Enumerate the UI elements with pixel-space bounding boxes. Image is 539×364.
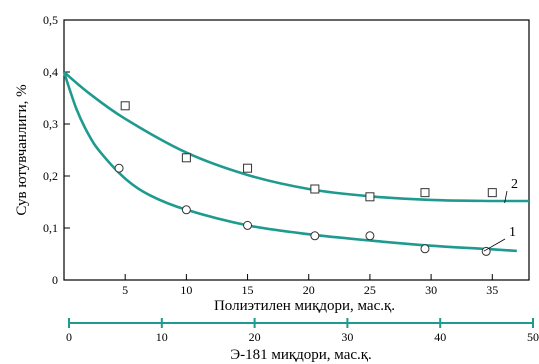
y-tick-label: 0,4 (43, 65, 58, 79)
plot-frame (63, 19, 530, 281)
x-tick-label: 10 (180, 283, 192, 297)
x2-tick-label: 20 (249, 330, 261, 344)
y-tick-label: 0,5 (43, 13, 58, 27)
series-1-label: 1 (509, 225, 516, 240)
series-2-point (181, 153, 191, 163)
series-1-point (243, 220, 253, 230)
y-tick-label: 0,3 (43, 117, 58, 131)
y-tick-label: 0,1 (43, 221, 58, 235)
x2-axis-title: Э-181 миқдори, мас.қ. (230, 347, 372, 363)
x-tick-label: 5 (122, 283, 128, 297)
series-1-line (62, 71, 517, 253)
x-tick-label: 30 (425, 283, 437, 297)
x-tick-label: 20 (303, 283, 315, 297)
series-2-point (420, 188, 430, 198)
series-2-point (487, 188, 497, 198)
series-2-leader (504, 190, 508, 204)
x-tick-label: 15 (242, 283, 254, 297)
series-2-label: 2 (511, 177, 518, 192)
y-tick-label: 0 (52, 273, 58, 287)
x-tick-label: 35 (486, 283, 498, 297)
x2-tick-label: 0 (66, 330, 72, 344)
series-1-point (365, 231, 375, 241)
series-2-point (120, 101, 130, 111)
x2-tick-label: 40 (434, 330, 446, 344)
series-1-point (181, 205, 191, 215)
series-2-line (63, 71, 530, 203)
series-2-point (243, 163, 253, 173)
x2-tick-label: 10 (156, 330, 168, 344)
series-1-leader (483, 238, 506, 252)
y-tick-label: 0,2 (43, 169, 58, 183)
series-1-point (420, 244, 430, 254)
series-1-point (481, 246, 491, 256)
series-1-point (114, 163, 124, 173)
x-axis-title: Полиэтилен миқдори, мас.қ. (214, 298, 395, 314)
y-axis-title: Сув ютувчанлиги, % (14, 84, 30, 215)
x-tick-label: 25 (364, 283, 376, 297)
series-2-point (365, 192, 375, 202)
series-2-point (310, 184, 320, 194)
x2-tick-label: 50 (527, 330, 539, 344)
x2-tick-label: 30 (341, 330, 353, 344)
series-1-point (310, 231, 320, 241)
